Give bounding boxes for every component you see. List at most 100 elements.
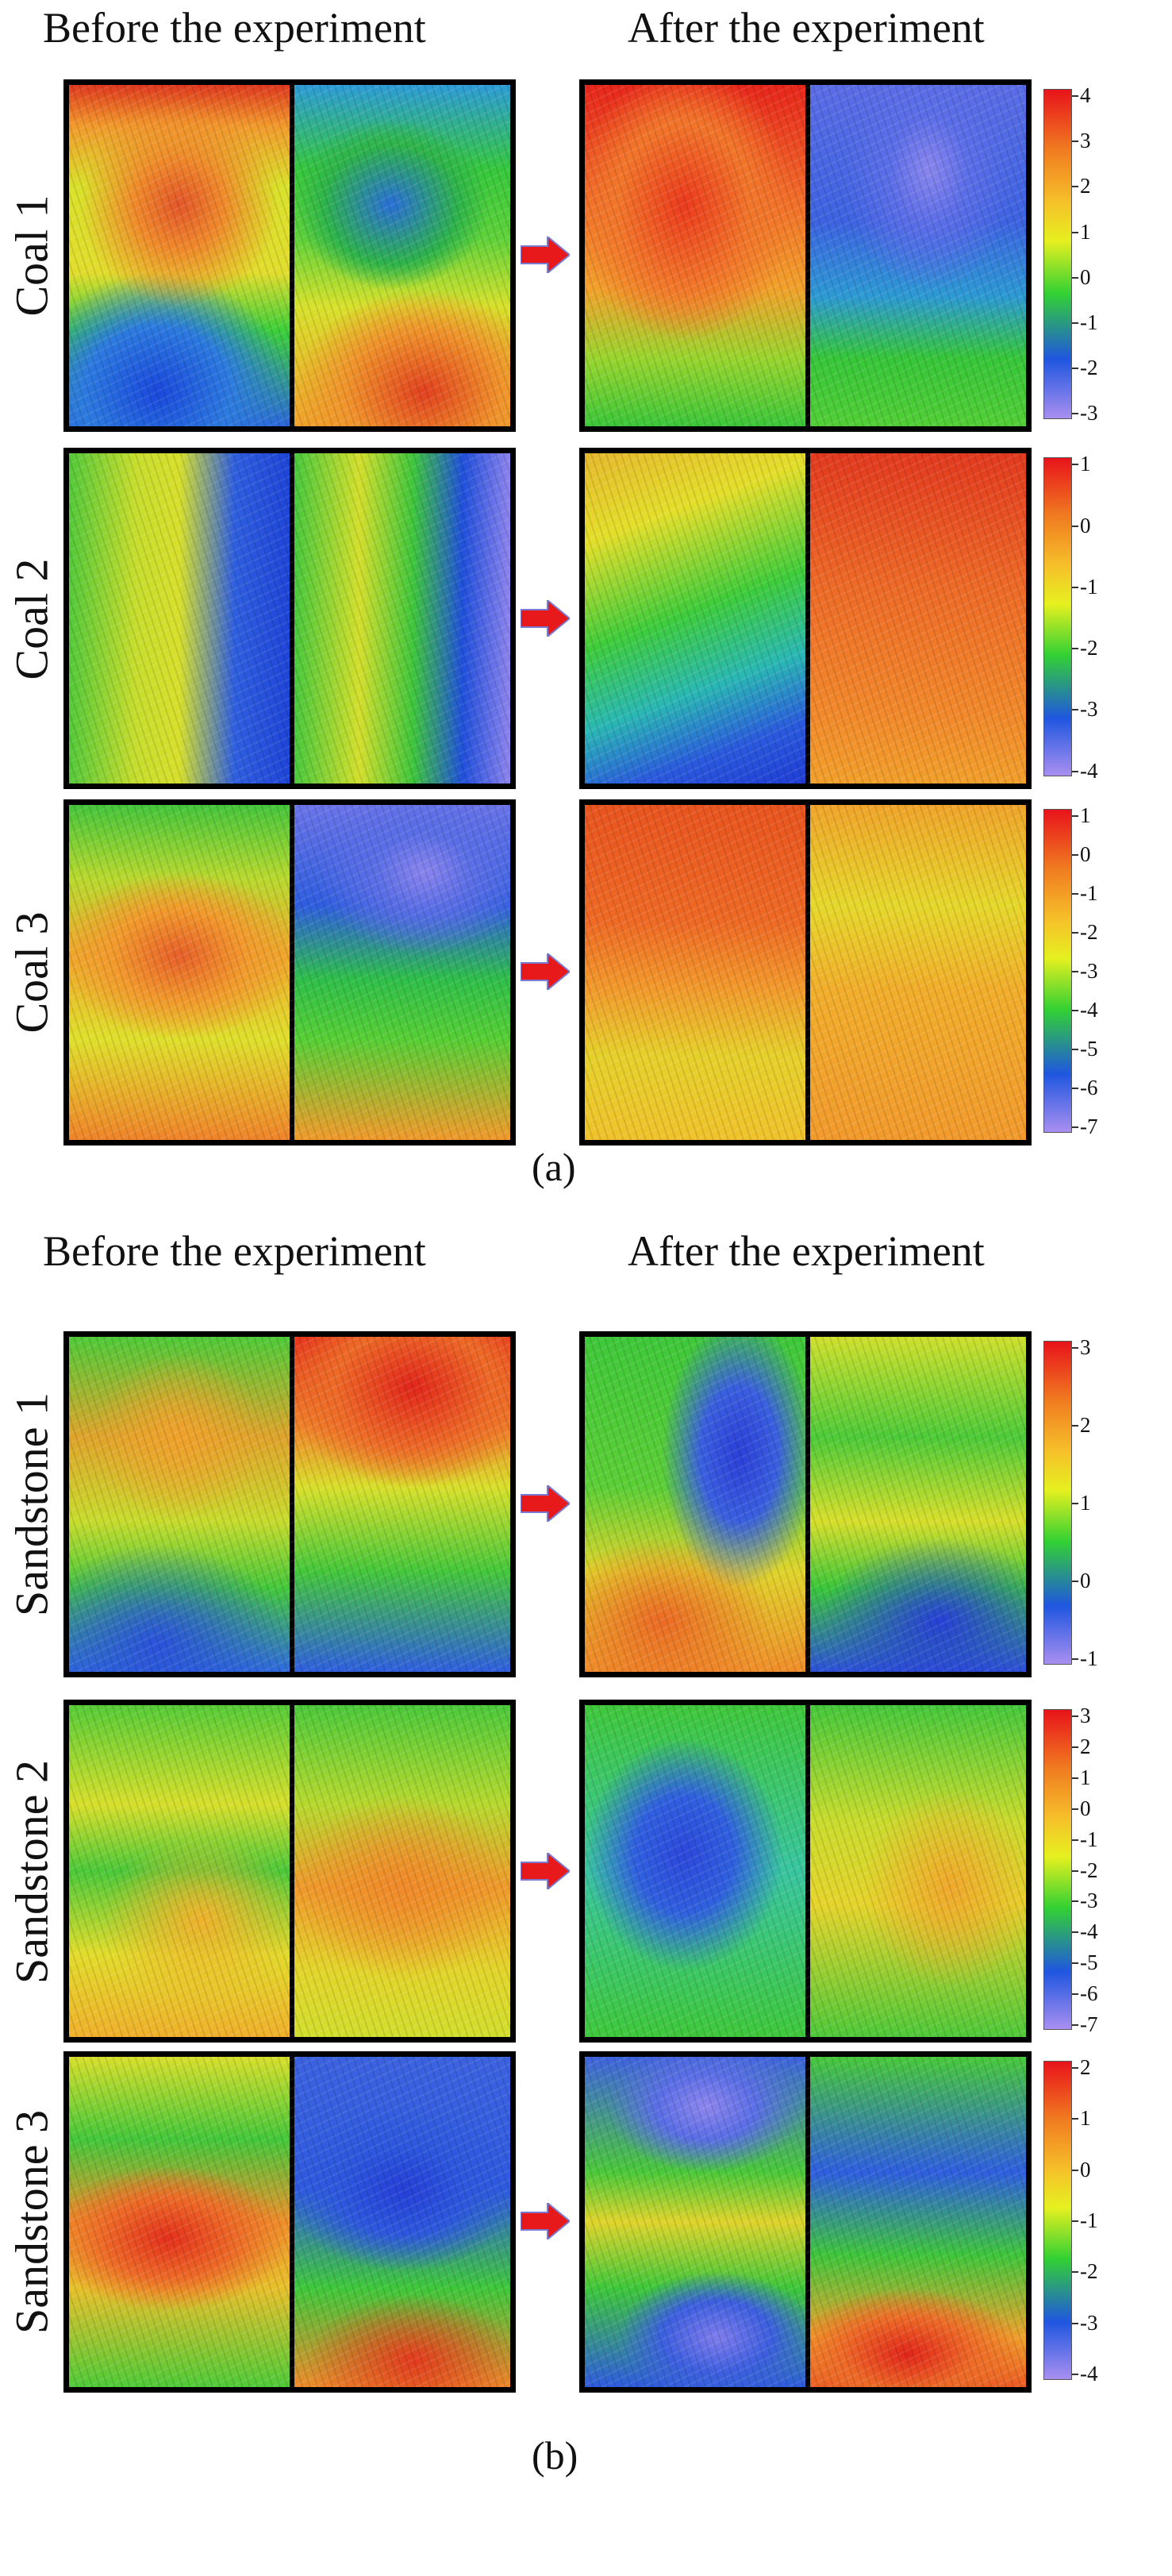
color-scale-tick-mark <box>1072 1425 1078 1427</box>
after-surface-left-half <box>585 453 805 784</box>
color-scale-tick-mark <box>1072 1088 1078 1089</box>
before-surface-panel <box>63 799 516 1146</box>
color-scale-tick-mark <box>1072 526 1078 527</box>
color-scale-tick-label: -2 <box>1080 920 1098 944</box>
before-experiment-header: Before the experiment <box>43 1227 426 1275</box>
after-surface-left-half <box>585 85 805 426</box>
color-scale-tick-mark <box>1072 186 1078 187</box>
after-surface-panel <box>579 2051 1032 2393</box>
panel-caption: (a) <box>532 1145 576 1189</box>
color-scale-tick-mark <box>1072 971 1078 972</box>
color-scale-tick-mark <box>1072 2271 1078 2273</box>
color-scale-tick-mark <box>1072 1347 1078 1349</box>
color-scale-tick-mark <box>1072 1900 1078 1902</box>
color-scale-bar <box>1043 1341 1072 1665</box>
color-scale-tick-label: -1 <box>1080 575 1098 599</box>
after-surface-left-half <box>585 2057 805 2387</box>
color-scale-tick-label: 2 <box>1080 1735 1091 1758</box>
color-scale-tick-label: -3 <box>1080 401 1098 425</box>
before-surface-panel <box>63 79 516 432</box>
color-scale-tick-mark <box>1072 1658 1078 1660</box>
after-surface-panel <box>579 448 1032 789</box>
after-surface-panel <box>579 1331 1032 1677</box>
color-scale-bar <box>1043 1709 1072 2030</box>
before-surface-left-half <box>69 1337 290 1672</box>
color-scale-tick-label: -1 <box>1080 881 1098 905</box>
row-label-text: Sandstone 3 <box>6 2110 58 2334</box>
before-surface-right-half <box>290 85 510 426</box>
color-scale-tick-label: 0 <box>1080 1569 1091 1592</box>
color-scale-tick-label: 0 <box>1080 265 1091 289</box>
color-scale-tick-label: -2 <box>1080 356 1098 379</box>
color-scale-tick-mark <box>1072 322 1078 324</box>
color-scale-tick-mark <box>1072 2024 1078 2026</box>
color-scale-tick-label: -1 <box>1080 2208 1098 2232</box>
color-scale-tick-label: 1 <box>1080 1765 1091 1789</box>
right-arrow-icon <box>520 234 571 275</box>
color-scale-tick-label: -1 <box>1080 1646 1098 1670</box>
after-surface-right-half <box>805 1705 1026 2037</box>
color-scale-bar <box>1043 457 1072 776</box>
color-scale-tick-label: 2 <box>1080 2055 1091 2079</box>
color-scale-tick-label: -5 <box>1080 1037 1098 1061</box>
before-surface-left-half <box>69 453 290 784</box>
right-arrow-icon <box>520 598 571 639</box>
color-scale-tick-label: -3 <box>1080 1889 1098 1912</box>
color-scale-tick-mark <box>1072 1993 1078 1995</box>
color-scale-tick-label: -5 <box>1080 1950 1098 1974</box>
color-scale-tick-label: -3 <box>1080 959 1098 983</box>
color-scale-tick-label: 2 <box>1080 1413 1091 1437</box>
color-scale-tick-mark <box>1072 2118 1078 2120</box>
before-surface-panel <box>63 448 516 789</box>
color-scale-tick-mark <box>1072 854 1078 856</box>
color-scale-tick-mark <box>1072 1870 1078 1872</box>
color-scale-tick-label: -3 <box>1080 697 1098 721</box>
color-scale-tick-mark <box>1072 1126 1078 1128</box>
color-scale-tick-mark <box>1072 648 1078 649</box>
color-scale-tick-label: 2 <box>1080 174 1091 198</box>
color-scale-tick-mark <box>1072 1808 1078 1810</box>
color-scale-tick-label: -1 <box>1080 1827 1098 1851</box>
after-surface-right-half <box>805 2057 1026 2387</box>
color-scale-tick-mark <box>1072 2170 1078 2171</box>
color-scale-tick-label: -4 <box>1080 2362 1098 2385</box>
after-surface-right-half <box>805 1337 1026 1672</box>
color-scale-tick-label: 3 <box>1080 1335 1091 1359</box>
row-label-text: Coal 1 <box>6 194 58 317</box>
color-scale-tick-mark <box>1072 368 1078 369</box>
color-scale-tick-label: -6 <box>1080 1076 1098 1099</box>
color-scale-tick-mark <box>1072 893 1078 895</box>
after-surface-panel <box>579 79 1032 432</box>
after-surface-right-half <box>805 453 1026 784</box>
color-scale-tick-mark <box>1072 815 1078 817</box>
color-scale-tick-label: -1 <box>1080 310 1098 334</box>
before-surface-panel <box>63 2051 516 2393</box>
color-scale-tick-mark <box>1072 587 1078 588</box>
color-scale-tick-mark <box>1072 1931 1078 1933</box>
color-scale-tick-mark <box>1072 1715 1078 1717</box>
color-scale-tick-label: -4 <box>1080 998 1098 1022</box>
after-surface-left-half <box>585 805 805 1140</box>
color-scale-tick-mark <box>1072 1010 1078 1011</box>
color-scale-tick-mark <box>1072 464 1078 465</box>
right-arrow-icon <box>520 2201 571 2242</box>
color-scale-tick-label: 4 <box>1080 83 1091 107</box>
after-surface-panel <box>579 1700 1032 2043</box>
panel-caption: (b) <box>532 2433 578 2478</box>
color-scale-tick-mark <box>1072 1839 1078 1841</box>
color-scale-tick-mark <box>1072 1581 1078 1582</box>
after-surface-left-half <box>585 1337 805 1672</box>
color-scale-bar <box>1043 809 1072 1133</box>
color-scale-tick-label: -2 <box>1080 2259 1098 2283</box>
color-scale-tick-mark <box>1072 1777 1078 1779</box>
color-scale-tick-label: 3 <box>1080 129 1091 152</box>
color-scale-tick-label: -2 <box>1080 636 1098 660</box>
color-scale-tick-label: 0 <box>1080 514 1091 537</box>
color-scale-tick-label: 0 <box>1080 1796 1091 1820</box>
color-scale-tick-mark <box>1072 141 1078 142</box>
color-scale-tick-label: 1 <box>1080 803 1091 827</box>
color-scale-tick-mark <box>1072 277 1078 279</box>
color-scale-tick-mark <box>1072 232 1078 233</box>
before-surface-right-half <box>290 1705 510 2037</box>
color-scale-tick-mark <box>1072 932 1078 934</box>
